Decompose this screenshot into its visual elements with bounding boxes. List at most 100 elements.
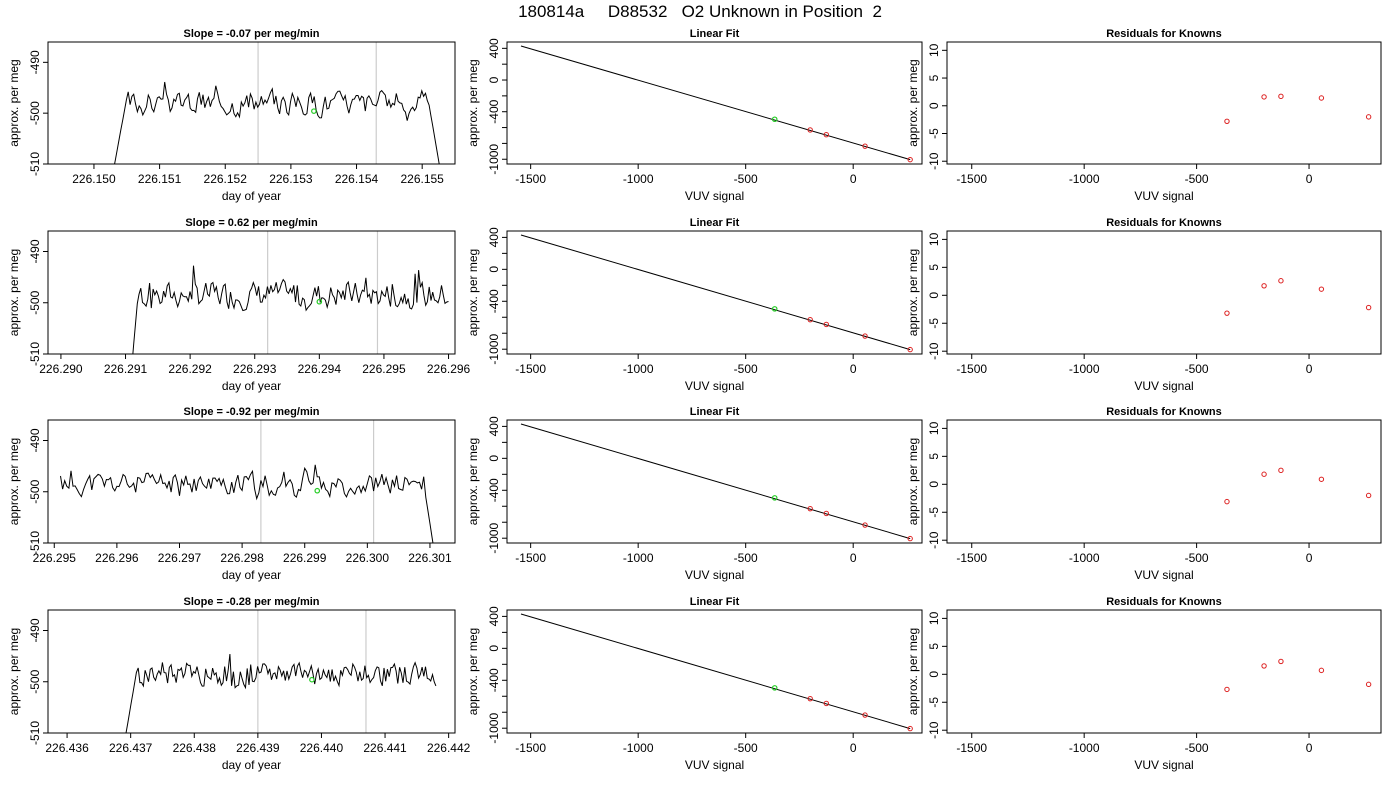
panel-fit-2: Linear Fit -1500 -1000 -500 0 400 0 -400 -1000 VU… <box>466 217 923 393</box>
x-axis-label: day of year <box>222 568 281 582</box>
x-tick-label: 226.442 <box>427 741 471 755</box>
plot-data <box>1224 93 1372 125</box>
plot-frame <box>946 419 1382 544</box>
x-tick-label: 226.292 <box>168 362 212 376</box>
plot-data <box>520 45 913 163</box>
x-tick-label: -1000 <box>623 362 654 376</box>
known-point <box>1224 310 1230 316</box>
x-tick-label: 0 <box>850 741 857 755</box>
plot-data <box>132 231 449 354</box>
known-point <box>807 316 813 323</box>
y-tick-label: 400 <box>487 227 501 247</box>
panel-title: Residuals for Knowns <box>1106 596 1222 608</box>
panel-title: Residuals for Knowns <box>1106 406 1222 418</box>
known-point <box>1278 658 1284 665</box>
panel-residuals-1: Residuals for Knowns -1500 -1000 -500 0 10 5 0 -… <box>906 28 1382 203</box>
plot-data <box>114 42 440 164</box>
x-axis-label: VUV signal <box>1134 379 1193 393</box>
y-tick-label: -500 <box>28 669 42 693</box>
x-tick-label: 226.153 <box>269 172 313 186</box>
x-tick-label: 226.300 <box>346 551 390 565</box>
known-point <box>1318 476 1325 482</box>
x-tick-label: 226.298 <box>220 551 264 565</box>
x-tick-label: 226.297 <box>158 551 202 565</box>
panel-title: Slope = -0.92 per meg/min <box>183 406 319 418</box>
y-tick-label: -510 <box>28 152 42 176</box>
x-tick-label: -1000 <box>623 551 654 565</box>
fit-line <box>520 45 911 161</box>
x-tick-label: 226.296 <box>427 362 471 376</box>
plot-frame <box>47 41 456 165</box>
unknown-point <box>771 685 778 691</box>
plot-data <box>125 610 437 733</box>
fit-line <box>520 234 911 351</box>
x-tick-label: 226.296 <box>95 551 139 565</box>
x-tick-label: -500 <box>1185 551 1209 565</box>
x-tick-label: 0 <box>1306 362 1313 376</box>
known-point <box>823 131 830 138</box>
y-axis-label: approx. per meg <box>906 438 920 525</box>
plot-data <box>60 420 434 543</box>
y-tick-label: -500 <box>28 290 42 314</box>
known-point <box>1278 278 1284 284</box>
x-axis-label: VUV signal <box>1134 568 1193 582</box>
y-tick-label: -400 <box>487 99 501 123</box>
x-tick-label: -500 <box>734 551 758 565</box>
known-point <box>1318 286 1325 292</box>
x-tick-label: 226.295 <box>33 551 77 565</box>
x-axis-label: VUV signal <box>685 189 744 203</box>
y-tick-label: -510 <box>28 342 42 366</box>
x-tick-label: -1500 <box>515 741 546 755</box>
y-axis-label: approx. per meg <box>906 628 920 715</box>
known-point <box>807 695 813 702</box>
fit-line <box>520 423 911 540</box>
series-line <box>125 653 437 733</box>
y-tick-label: 400 <box>487 606 501 626</box>
y-tick-label: -5 <box>927 128 941 139</box>
known-point <box>1224 118 1230 125</box>
x-tick-label: 226.152 <box>204 172 248 186</box>
panel-title: Slope = 0.62 per meg/min <box>185 217 318 229</box>
panel-residuals-3: Residuals for Knowns -1500 -1000 -500 0 10 5 0 -… <box>906 406 1382 582</box>
x-tick-label: -500 <box>1185 741 1209 755</box>
y-tick-label: -400 <box>487 289 501 313</box>
x-axis-label: VUV signal <box>685 758 744 772</box>
y-tick-label: 10 <box>927 232 941 246</box>
y-tick-label: 0 <box>487 645 501 652</box>
y-tick-label: -5 <box>927 318 941 329</box>
unknown-point <box>314 487 321 494</box>
y-tick-label: -10 <box>927 152 941 170</box>
panel-residuals-2: Residuals for Knowns -1500 -1000 -500 0 10 5 0 -… <box>906 217 1382 393</box>
x-tick-label: -1000 <box>623 741 654 755</box>
x-tick-label: 226.437 <box>109 741 153 755</box>
known-point <box>1278 467 1284 474</box>
x-tick-label: 226.439 <box>236 741 280 755</box>
y-tick-label: 10 <box>927 611 941 625</box>
x-axis-label: VUV signal <box>1134 189 1193 203</box>
plot-data <box>1224 658 1372 693</box>
x-tick-label: -500 <box>734 741 758 755</box>
unknown-point <box>771 306 778 312</box>
known-point <box>862 143 868 149</box>
y-tick-label: 0 <box>927 292 941 299</box>
y-tick-label: -5 <box>927 697 941 708</box>
panel-title: Linear Fit <box>690 406 740 418</box>
x-axis-label: day of year <box>222 758 281 772</box>
y-axis-label: approx. per meg <box>7 59 21 146</box>
y-tick-label: -10 <box>927 531 941 549</box>
known-point <box>907 535 913 542</box>
y-tick-label: 0 <box>927 481 941 488</box>
y-tick-label: -490 <box>28 428 42 452</box>
plot-frame <box>47 419 456 544</box>
x-tick-label: 226.154 <box>335 172 379 186</box>
x-tick-label: 226.438 <box>173 741 217 755</box>
x-tick-label: -1500 <box>956 551 987 565</box>
plot-data <box>1224 467 1372 505</box>
x-tick-label: 0 <box>850 362 857 376</box>
y-tick-label: 0 <box>927 671 941 678</box>
plot-data <box>520 423 913 542</box>
y-tick-label: -1000 <box>487 144 501 175</box>
y-tick-label: 10 <box>927 43 941 57</box>
known-point <box>1365 304 1372 311</box>
